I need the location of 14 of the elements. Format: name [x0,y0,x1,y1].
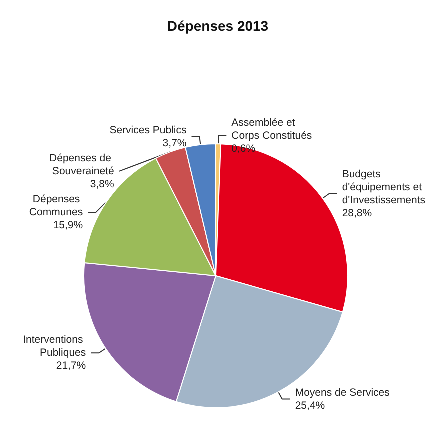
slice-label: Budgets d'équipements et d'Investissements [342,168,426,206]
data-label: 28,8% [342,207,372,220]
slice-label: Moyens de Services [295,386,390,399]
data-label: 3,8% [90,178,114,190]
slice-label: Assemblée et Corps Constitués [232,117,312,142]
slice-label: Services Publics [110,124,187,136]
slice-label: Dépenses Communes [29,193,84,218]
slice-label: Dépenses de Souveraineté [50,152,114,178]
data-label: 3,7% [162,137,187,150]
data-label: 21,7% [56,360,86,372]
slice-label: Interventions Publiques [23,334,86,360]
chart-title: Dépenses 2013 [167,18,269,34]
data-label: 25,4% [295,400,326,412]
data-label: 15,9% [53,219,84,232]
